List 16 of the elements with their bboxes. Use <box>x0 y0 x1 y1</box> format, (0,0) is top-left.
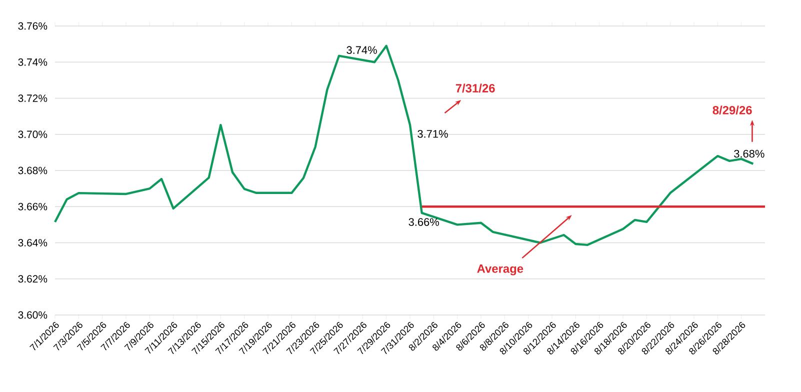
y-tick-label: 3.66% <box>18 202 48 210</box>
data-label: 3.71% <box>418 130 448 138</box>
y-tick-label: 3.76% <box>18 22 48 30</box>
data-label: 3.74% <box>346 46 377 54</box>
y-tick-label: 3.72% <box>18 94 48 102</box>
annotation: 7/31/26 <box>456 84 495 93</box>
data-label: 3.68% <box>734 150 764 158</box>
annotation: Average <box>477 264 524 276</box>
y-tick-label: 3.68% <box>18 166 48 174</box>
y-tick-label: 3.60% <box>18 311 48 319</box>
y-tick-label: 3.64% <box>18 239 48 246</box>
y-tick-label: 3.62% <box>18 275 48 283</box>
y-tick-label: 3.70% <box>18 130 48 138</box>
annotation: 8/29/26 <box>712 106 752 115</box>
data-label: 3.66% <box>408 218 439 226</box>
y-tick-label: 3.74% <box>18 58 48 66</box>
